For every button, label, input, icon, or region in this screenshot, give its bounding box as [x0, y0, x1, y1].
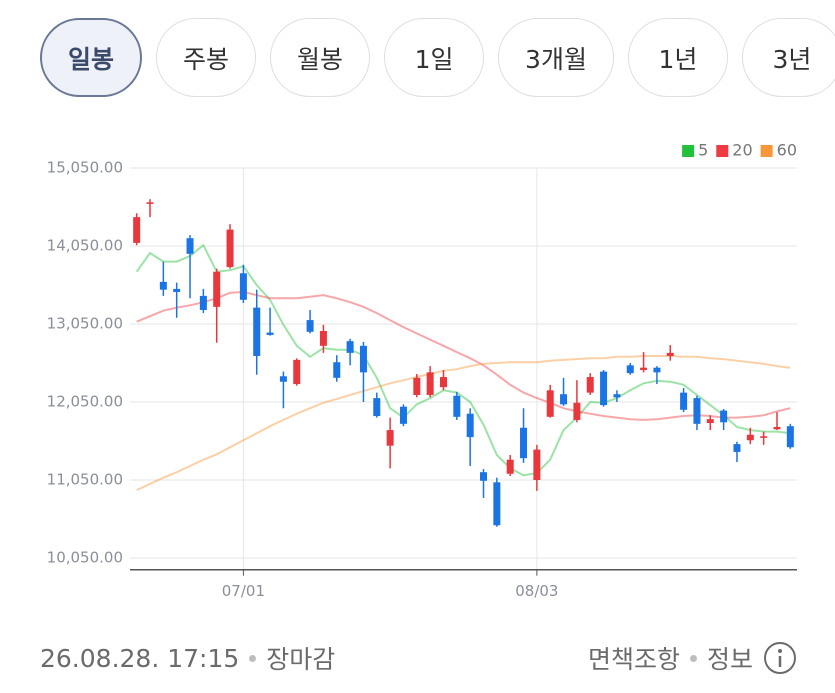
candle-body	[439, 377, 447, 388]
y-tick-label: 13,050.00	[47, 315, 123, 333]
candle-body	[399, 406, 407, 424]
candle-body	[453, 395, 461, 417]
legend-swatch	[716, 145, 729, 157]
period-tab[interactable]: 3년	[741, 18, 835, 97]
candle-body	[480, 472, 488, 481]
y-tick-label: 15,050.00	[47, 159, 123, 177]
candle-body	[346, 341, 354, 353]
candle-body	[613, 394, 621, 398]
legend-label: 5	[698, 141, 708, 160]
candle-body	[573, 402, 581, 420]
candle-body	[466, 413, 474, 438]
info-icon[interactable]	[763, 641, 797, 675]
y-tick-label: 10,050.00	[47, 549, 123, 567]
x-tick-label: 07/01	[222, 582, 265, 600]
candle-body	[239, 273, 247, 300]
info-link[interactable]: 정보	[706, 645, 753, 674]
legend-label: 60	[777, 141, 797, 160]
candle-body	[653, 367, 661, 373]
separator	[689, 654, 697, 662]
candle-body	[693, 398, 701, 424]
candle-body	[626, 365, 634, 374]
x-tick-label: 08/03	[515, 582, 558, 600]
candle-body	[746, 434, 754, 441]
candle-body	[359, 345, 367, 373]
period-tab[interactable]: 주봉	[156, 18, 257, 97]
candle-body	[293, 359, 301, 385]
candle-body	[520, 427, 528, 459]
candle-body	[333, 362, 341, 378]
candle-body	[600, 371, 608, 406]
ma-line	[136, 355, 791, 492]
y-tick-label: 14,050.00	[47, 237, 123, 255]
period-tab[interactable]: 1년	[627, 18, 728, 97]
candle-body	[159, 281, 167, 290]
candle-body	[386, 430, 394, 446]
candle-body	[560, 394, 568, 405]
market-status: 장마감	[266, 645, 336, 674]
period-tab[interactable]: 일봉	[40, 18, 143, 97]
candle-body	[586, 377, 594, 393]
candle-body	[506, 459, 514, 474]
disclaimer-link[interactable]: 면책조항	[587, 645, 680, 674]
candle-body	[680, 392, 688, 410]
candle-body	[720, 410, 728, 423]
candle-body	[173, 288, 181, 293]
candle-body	[493, 482, 501, 526]
candle-body	[413, 377, 421, 395]
links-group: 면책조항 정보	[588, 640, 797, 676]
separator	[249, 654, 257, 662]
candle-body	[213, 271, 221, 307]
candle-body	[373, 398, 381, 417]
candle-body	[533, 449, 541, 480]
y-tick-label: 11,050.00	[47, 471, 123, 489]
candle-body	[733, 444, 741, 452]
candle-body	[786, 426, 794, 448]
footer: 26.08.28. 17:15 장마감 면책조항 정보	[40, 636, 797, 680]
candle-body	[666, 352, 674, 356]
candle-body	[760, 436, 768, 438]
candle-body	[226, 229, 234, 268]
period-tab[interactable]: 1일	[384, 18, 485, 97]
legend-swatch	[760, 145, 773, 157]
candle-body	[146, 202, 154, 204]
period-tab[interactable]: 3개월	[498, 18, 614, 97]
candle-body	[319, 331, 327, 346]
candle-body	[266, 332, 274, 335]
legend-swatch	[682, 145, 695, 157]
candle-body	[426, 372, 434, 395]
status-group: 26.08.28. 17:15 장마감	[40, 640, 335, 676]
candle-body	[279, 376, 287, 382]
candle-body	[253, 307, 261, 356]
candle-body	[186, 238, 194, 254]
candle-body	[133, 217, 141, 243]
candle-body	[706, 419, 714, 424]
ma-line	[135, 243, 791, 477]
candle-body	[640, 367, 648, 371]
candle-body	[306, 320, 314, 332]
period-tabs: 일봉 주봉 월봉 1일 3개월 1년 3년	[40, 18, 835, 97]
legend-label: 20	[732, 141, 752, 160]
y-tick-label: 12,050.00	[47, 393, 123, 411]
timestamp: 26.08.28. 17:15	[40, 643, 240, 673]
candle-body	[199, 295, 207, 310]
period-tab[interactable]: 월봉	[270, 18, 371, 97]
candle-body	[546, 390, 554, 417]
candle-body	[773, 426, 781, 430]
